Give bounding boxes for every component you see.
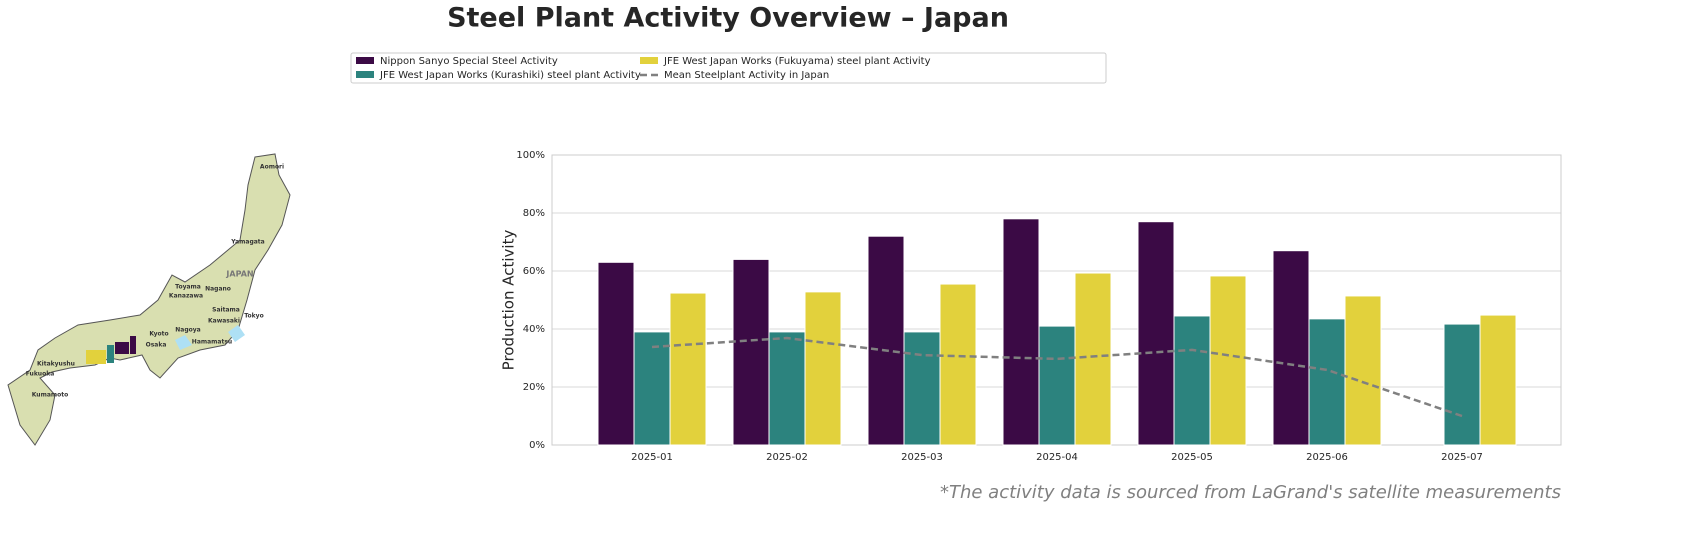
map-label: Osaka <box>146 342 167 349</box>
y-tick-label: 0% <box>529 440 545 451</box>
y-axis-label: Production Activity <box>500 230 518 371</box>
bar <box>804 291 842 446</box>
map-land <box>7 153 291 446</box>
y-tick-label: 20% <box>523 382 545 393</box>
bar <box>1173 315 1211 446</box>
bar <box>732 258 770 446</box>
map-label: Kawasaki <box>208 318 240 325</box>
bar <box>1272 250 1310 446</box>
bar <box>633 331 671 446</box>
x-tick-label: 2025-05 <box>1171 452 1213 463</box>
bar <box>1038 325 1076 446</box>
legend-label: Nippon Sanyo Special Steel Activity <box>380 56 558 67</box>
map-label: Nagano <box>205 286 231 293</box>
map-label: Toyama <box>175 284 201 291</box>
map-label: Aomori <box>260 164 284 171</box>
bar <box>1443 323 1481 446</box>
x-tick-label: 2025-07 <box>1441 452 1483 463</box>
legend-label: JFE West Japan Works (Fukuyama) steel pl… <box>663 56 931 67</box>
bar <box>669 292 707 446</box>
plant-icon <box>130 336 136 354</box>
x-tick-label: 2025-01 <box>631 452 673 463</box>
mean-line <box>651 336 1463 418</box>
legend-label: Mean Steelplant Activity in Japan <box>664 70 829 81</box>
legend-swatch <box>356 57 374 64</box>
footnote: *The activity data is sourced from LaGra… <box>940 482 1561 503</box>
legend-box <box>350 52 1107 84</box>
y-tick-label: 60% <box>523 266 545 277</box>
map-label: Yamagata <box>230 239 264 246</box>
map-label: Kanazawa <box>169 293 203 300</box>
map-label: Saitama <box>212 307 240 314</box>
bar <box>867 235 905 446</box>
bar <box>903 331 941 446</box>
x-tick-label: 2025-03 <box>901 452 943 463</box>
map-water <box>175 325 245 350</box>
map-label: Kumamoto <box>32 392 68 399</box>
bar <box>1137 221 1175 446</box>
map-label: Hamamatsu <box>192 339 232 346</box>
bar <box>1344 295 1382 446</box>
chart-title: Steel Plant Activity Overview – Japan <box>447 3 1009 34</box>
plant-icon <box>107 345 114 363</box>
bar <box>939 283 977 446</box>
bar <box>768 331 806 446</box>
map-label: Kyoto <box>149 331 168 338</box>
legend-label: JFE West Japan Works (Kurashiki) steel p… <box>379 70 641 81</box>
bar <box>1209 275 1247 446</box>
bar <box>1308 318 1346 446</box>
map-label: Nagoya <box>175 327 200 334</box>
legend-swatch <box>356 71 374 78</box>
map-label: Kitakyushu <box>37 361 75 368</box>
bar <box>597 261 635 446</box>
legend-swatch <box>640 57 658 64</box>
x-tick-label: 2025-06 <box>1306 452 1348 463</box>
y-tick-label: 80% <box>523 208 545 219</box>
y-tick-label: 40% <box>523 324 545 335</box>
map-label: Fukuoka <box>26 371 55 378</box>
bar <box>1002 218 1040 446</box>
x-tick-label: 2025-04 <box>1036 452 1078 463</box>
map-label: JAPAN <box>225 270 253 279</box>
x-tick-label: 2025-02 <box>766 452 808 463</box>
plant-icon <box>115 342 129 354</box>
y-tick-label: 100% <box>516 150 545 161</box>
plant-icon <box>86 350 106 364</box>
map-label: Tokyo <box>244 313 263 320</box>
bar <box>1479 314 1517 446</box>
bar <box>1074 272 1112 446</box>
